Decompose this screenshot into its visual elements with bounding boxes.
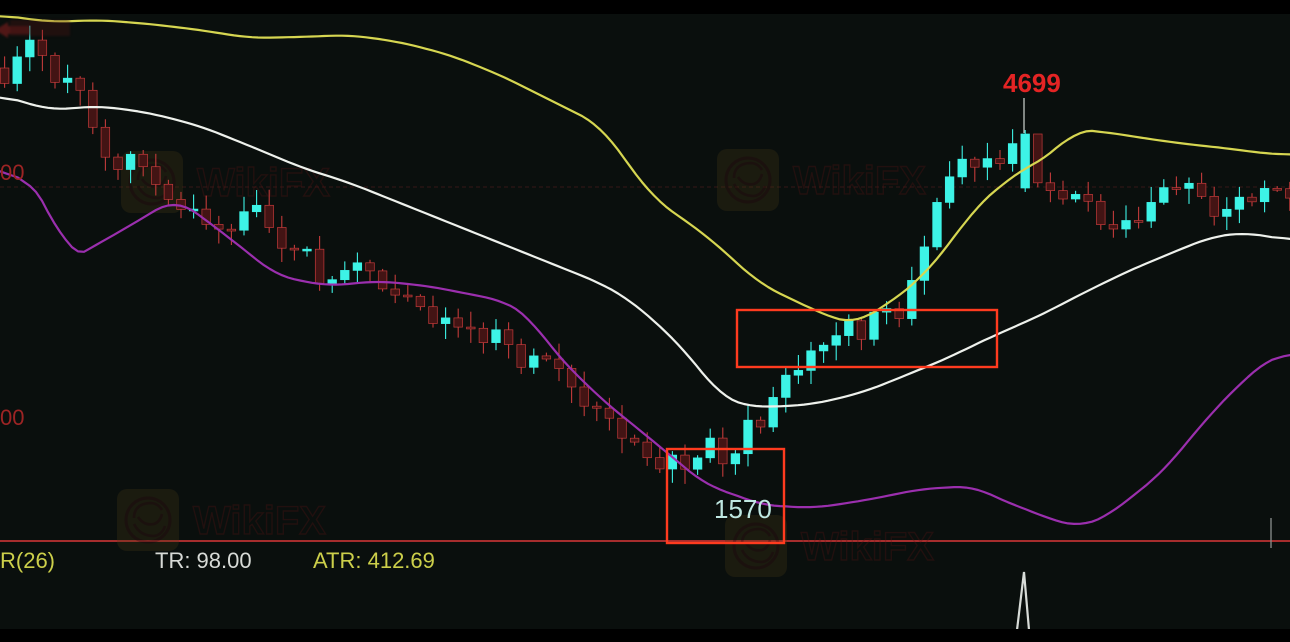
- svg-text:00: 00: [0, 160, 24, 185]
- svg-text:WikiFX: WikiFX: [197, 161, 330, 205]
- svg-text:4699: 4699: [1003, 68, 1061, 98]
- svg-text:WikiFX: WikiFX: [793, 159, 926, 203]
- svg-text:00: 00: [0, 405, 24, 430]
- svg-text:TR: 98.00: TR: 98.00: [155, 548, 252, 573]
- svg-text:ATR: 412.69: ATR: 412.69: [313, 548, 435, 573]
- svg-text:1570: 1570: [714, 494, 772, 524]
- svg-text:WikiFX: WikiFX: [193, 499, 326, 543]
- svg-text:R(26): R(26): [0, 548, 55, 573]
- svg-text:WikiFX: WikiFX: [801, 525, 934, 569]
